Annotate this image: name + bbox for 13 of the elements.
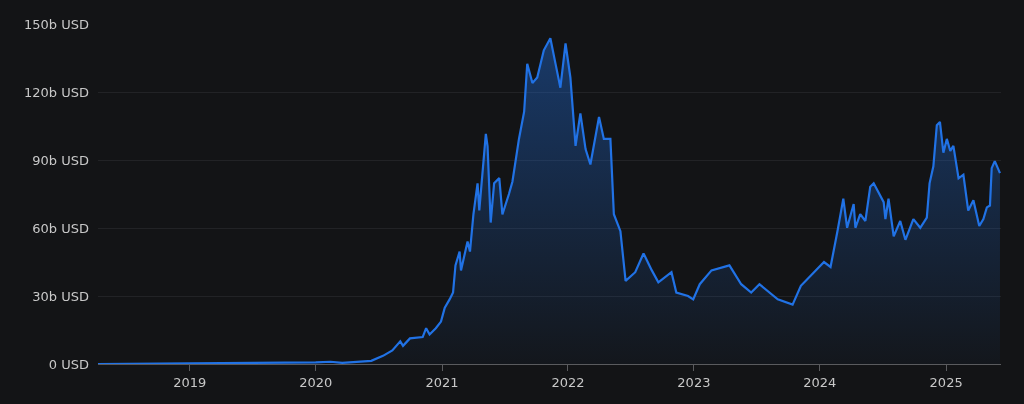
x-tick-label: 2024 (803, 374, 837, 390)
y-tick-label: 120b USD (24, 84, 89, 100)
x-tick-label: 2020 (299, 374, 333, 390)
x-tick-label: 2019 (173, 374, 207, 390)
x-tick-label: 2025 (929, 374, 963, 390)
x-tick-label: 2022 (551, 374, 585, 390)
x-tick-label: 2021 (425, 374, 459, 390)
y-tick-label: 30b USD (32, 288, 89, 304)
x-tick-label: 2023 (677, 374, 711, 390)
y-tick-label: 60b USD (32, 220, 89, 236)
y-tick-label: 0 USD (48, 356, 89, 372)
y-tick-label: 150b USD (24, 16, 89, 32)
y-tick-label: 90b USD (32, 152, 89, 168)
